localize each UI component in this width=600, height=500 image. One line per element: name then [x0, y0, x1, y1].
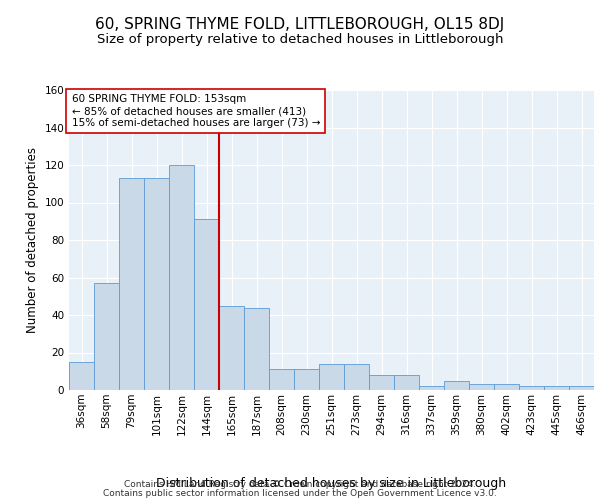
- Text: Size of property relative to detached houses in Littleborough: Size of property relative to detached ho…: [97, 32, 503, 46]
- Bar: [69, 362, 94, 390]
- Bar: [394, 375, 419, 390]
- Bar: [344, 364, 369, 390]
- Bar: [569, 386, 594, 390]
- Bar: [194, 220, 219, 390]
- Bar: [144, 178, 169, 390]
- Bar: [494, 384, 519, 390]
- Text: 60, SPRING THYME FOLD, LITTLEBOROUGH, OL15 8DJ: 60, SPRING THYME FOLD, LITTLEBOROUGH, OL…: [95, 18, 505, 32]
- Bar: [419, 386, 444, 390]
- Text: Contains public sector information licensed under the Open Government Licence v3: Contains public sector information licen…: [103, 488, 497, 498]
- Text: Contains HM Land Registry data © Crown copyright and database right 2024.: Contains HM Land Registry data © Crown c…: [124, 480, 476, 489]
- Bar: [444, 380, 469, 390]
- Bar: [94, 283, 119, 390]
- Bar: [544, 386, 569, 390]
- Bar: [244, 308, 269, 390]
- Bar: [469, 384, 494, 390]
- Bar: [119, 178, 144, 390]
- Bar: [294, 370, 319, 390]
- Bar: [169, 165, 194, 390]
- Y-axis label: Number of detached properties: Number of detached properties: [26, 147, 39, 333]
- Bar: [269, 370, 294, 390]
- X-axis label: Distribution of detached houses by size in Littleborough: Distribution of detached houses by size …: [157, 476, 506, 490]
- Bar: [219, 306, 244, 390]
- Text: 60 SPRING THYME FOLD: 153sqm
← 85% of detached houses are smaller (413)
15% of s: 60 SPRING THYME FOLD: 153sqm ← 85% of de…: [71, 94, 320, 128]
- Bar: [519, 386, 544, 390]
- Bar: [319, 364, 344, 390]
- Bar: [369, 375, 394, 390]
